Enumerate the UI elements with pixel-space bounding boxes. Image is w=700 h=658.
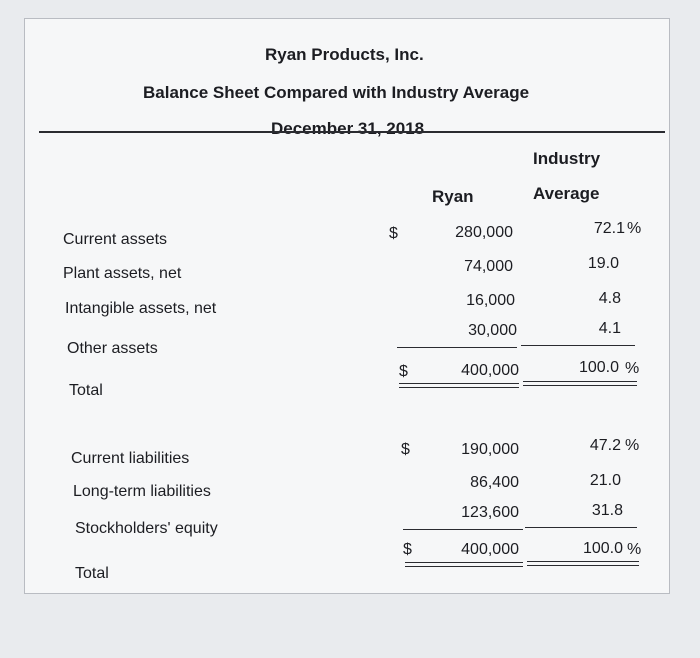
industry-current-assets: 72.1 — [593, 220, 625, 237]
industry-current-liabilities: 47.2 — [589, 437, 621, 454]
industry-total-liabilities-equity: 100.0 — [582, 540, 623, 557]
total-double-rule-industry-liabilities — [527, 561, 639, 566]
percent-sign-total-liabilities: % — [627, 541, 642, 558]
percent-sign: % — [627, 220, 642, 237]
industry-long-term-liabilities: 21.0 — [589, 472, 621, 489]
ryan-current-liabilities: 190,000 — [461, 441, 519, 458]
ryan-header: Ryan — [432, 187, 474, 206]
industry-plant-assets: 19.0 — [587, 255, 619, 272]
industry-total-assets: 100.0 — [578, 359, 619, 376]
ryan-plant-assets: 74,000 — [464, 258, 513, 275]
header-rule — [39, 131, 665, 133]
industry-other-assets: 4.1 — [598, 320, 621, 337]
total-double-rule-industry — [523, 381, 637, 386]
industry-header-line2: Average — [533, 184, 600, 203]
subtotal-rule-industry-liabilities — [525, 527, 637, 528]
industry-intangible-assets: 4.8 — [598, 290, 621, 307]
balance-sheet: Ryan Products, Inc. Balance Sheet Compar… — [24, 18, 670, 594]
ryan-intangible-assets: 16,000 — [466, 292, 515, 309]
currency-sign-liabilities: $ — [401, 441, 410, 458]
report-title: Balance Sheet Compared with Industry Ave… — [143, 83, 530, 102]
row-label-other-assets: Other assets — [67, 340, 158, 357]
total-double-rule-ryan-liabilities — [405, 562, 523, 567]
row-label-long-term-liabilities: Long-term liabilities — [73, 483, 211, 500]
percent-sign-liabilities: % — [625, 437, 640, 454]
report-date: December 31, 2018 — [271, 119, 425, 138]
ryan-long-term-liabilities: 86,400 — [470, 474, 519, 491]
currency-sign-total-liabilities: $ — [403, 541, 412, 558]
total-double-rule-ryan — [399, 383, 519, 388]
subtotal-rule-ryan — [397, 347, 517, 348]
industry-stockholders-equity: 31.8 — [591, 502, 623, 519]
subtotal-rule-industry — [521, 345, 635, 346]
row-label-plant-assets: Plant assets, net — [63, 265, 182, 282]
ryan-current-assets: 280,000 — [455, 224, 513, 241]
row-label-total-assets: Total — [69, 382, 103, 399]
ryan-total-assets: 400,000 — [461, 362, 519, 379]
row-label-current-assets: Current assets — [63, 231, 168, 248]
currency-sign: $ — [389, 225, 398, 242]
ryan-other-assets: 30,000 — [468, 322, 517, 339]
row-label-stockholders-equity: Stockholders' equity — [75, 520, 218, 537]
currency-sign-total: $ — [399, 363, 408, 380]
company-name: Ryan Products, Inc. — [265, 45, 424, 64]
row-label-total-liabilities-equity: Total — [75, 565, 109, 582]
row-label-intangible-assets: Intangible assets, net — [65, 300, 217, 317]
subtotal-rule-ryan-liabilities — [403, 529, 523, 530]
ryan-total-liabilities-equity: 400,000 — [461, 541, 519, 558]
ryan-stockholders-equity: 123,600 — [461, 504, 519, 521]
industry-header-line1: Industry — [533, 149, 601, 168]
percent-sign-total: % — [625, 360, 640, 377]
row-label-current-liabilities: Current liabilities — [71, 450, 190, 467]
